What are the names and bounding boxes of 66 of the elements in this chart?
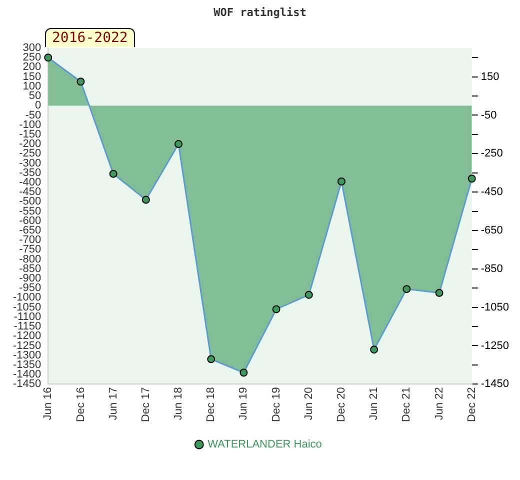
y2-tick-label: -1250 bbox=[480, 340, 510, 352]
x-tick-label: Dec 16 bbox=[74, 387, 87, 422]
y-tick-label: -300 bbox=[19, 157, 42, 170]
point bbox=[174, 140, 183, 148]
y2-tick-label: -450 bbox=[480, 186, 503, 198]
y-tick-label: -250 bbox=[19, 148, 42, 160]
point bbox=[370, 346, 378, 354]
y-tick-label: -1350 bbox=[12, 358, 42, 371]
point bbox=[76, 78, 85, 86]
y-tick-label: -1200 bbox=[12, 330, 42, 342]
x-tick-label: Jun 22 bbox=[433, 387, 446, 420]
y-tick-label: -350 bbox=[19, 166, 42, 179]
y2-tick-label: -850 bbox=[480, 262, 503, 275]
y-tick-label: -1100 bbox=[14, 310, 42, 323]
y2-tick-label: -1050 bbox=[480, 301, 510, 314]
x-tick-label: Dec 21 bbox=[400, 387, 413, 422]
x-tick-label: Jun 16 bbox=[42, 387, 54, 420]
x-tick-label: Dec 22 bbox=[466, 387, 478, 422]
y-tick-label: 250 bbox=[22, 52, 42, 64]
y-tick-label: -400 bbox=[19, 176, 42, 188]
y-tick-label: -750 bbox=[19, 244, 42, 256]
point bbox=[44, 54, 52, 62]
point bbox=[142, 196, 150, 204]
point bbox=[207, 355, 216, 364]
point bbox=[468, 174, 476, 183]
y2-tick-label: -1450 bbox=[480, 378, 510, 390]
y-tick-label: 50 bbox=[28, 90, 42, 102]
y2-tick-label: -250 bbox=[480, 148, 503, 160]
point bbox=[337, 178, 346, 186]
y-tick-label: -1450 bbox=[12, 378, 42, 390]
chart-title: WOF ratinglist bbox=[212, 6, 308, 19]
point bbox=[272, 305, 280, 314]
y-tick-label: -600 bbox=[19, 214, 42, 227]
y-tick-label: -850 bbox=[19, 262, 42, 275]
x-tick-label: Jun 17 bbox=[107, 387, 120, 420]
y-tick-label: -50 bbox=[25, 109, 42, 122]
point bbox=[304, 290, 313, 299]
y-tick-label: -550 bbox=[19, 205, 42, 218]
y2-tick-label: -650 bbox=[480, 224, 503, 237]
x-tick-label: Dec 18 bbox=[205, 387, 218, 422]
x-tick-label: Dec 20 bbox=[336, 387, 348, 422]
y-tick-label: -500 bbox=[19, 196, 42, 208]
x-tick-label: Jun 18 bbox=[172, 387, 185, 420]
y2-tick-label: -50 bbox=[480, 109, 497, 122]
y-tick-label: 100 bbox=[22, 80, 42, 92]
x-tick-label: Dec 19 bbox=[270, 387, 282, 422]
point bbox=[402, 285, 411, 294]
point bbox=[435, 288, 444, 297]
x-tick-label: Dec 17 bbox=[140, 387, 152, 422]
y-tick-label: 0 bbox=[35, 100, 42, 112]
x-tick-label: Jun 20 bbox=[302, 387, 315, 420]
point bbox=[240, 368, 248, 377]
y-tick-label: -100 bbox=[19, 118, 42, 131]
y-tick-label: 200 bbox=[22, 61, 42, 74]
x-tick-label: Jun 21 bbox=[368, 387, 380, 420]
y-tick-label: -1300 bbox=[12, 349, 42, 362]
y-tick-label: -1250 bbox=[12, 340, 42, 352]
x-tick-label: Jun 19 bbox=[238, 387, 250, 420]
y-tick-label: -1050 bbox=[12, 301, 42, 314]
y-tick-label: -800 bbox=[19, 253, 42, 266]
point bbox=[109, 170, 118, 178]
y-tick-label: -150 bbox=[19, 128, 42, 140]
y-tick-label: -1000 bbox=[12, 292, 42, 304]
y2-tick-label: 150 bbox=[480, 70, 500, 83]
y-tick-label: 150 bbox=[22, 70, 42, 83]
legend-label: WATERLANDER Haico bbox=[208, 438, 322, 451]
